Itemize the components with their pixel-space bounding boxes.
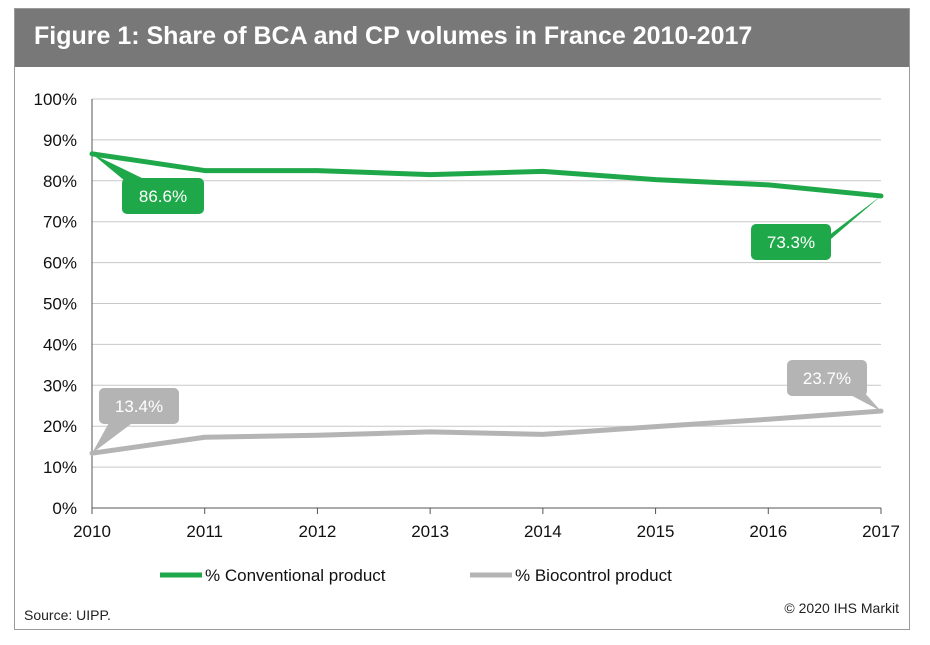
x-tick-label: 2017 [862, 522, 900, 541]
x-tick-label: 2012 [299, 522, 337, 541]
callout-box [787, 360, 867, 396]
figure-frame: Figure 1: Share of BCA and CP volumes in… [14, 8, 910, 630]
callout-label: 23.7% [803, 369, 851, 388]
chart-title: Figure 1: Share of BCA and CP volumes in… [34, 22, 753, 50]
x-tick-label: 2014 [524, 522, 562, 541]
y-tick-label: 80% [43, 172, 77, 191]
title-bar: Figure 1: Share of BCA and CP volumes in… [15, 9, 909, 67]
callout-pointer [843, 391, 881, 412]
y-tick-label: 40% [43, 335, 77, 354]
y-tick-label: 60% [43, 254, 77, 273]
x-tick-label: 2011 [186, 522, 223, 541]
y-tick-label: 0% [52, 499, 77, 518]
callout-label: 13.4% [115, 397, 163, 416]
x-tick-label: 2010 [73, 522, 111, 541]
callout-pointer [92, 421, 135, 454]
callout-box [99, 388, 179, 424]
series-line-0 [89, 151, 884, 199]
y-tick-label: 100% [34, 90, 77, 109]
y-tick-label: 10% [43, 458, 77, 477]
callout-pointer [92, 153, 148, 181]
y-tick-label: 50% [43, 295, 77, 314]
legend-label: % Conventional product [205, 566, 386, 585]
y-tick-label: 90% [43, 131, 77, 150]
x-tick-label: 2016 [749, 522, 787, 541]
callout-box [751, 224, 831, 260]
series-line-1 [89, 408, 884, 456]
y-tick-label: 20% [43, 417, 77, 436]
callout-label: 86.6% [139, 187, 187, 206]
x-tick-label: 2015 [637, 522, 675, 541]
y-tick-label: 70% [43, 213, 77, 232]
legend-label: % Biocontrol product [515, 566, 672, 585]
callout-label: 73.3% [767, 233, 815, 252]
callout-pointer [810, 195, 881, 257]
y-tick-label: 30% [43, 376, 77, 395]
line-chart: 0% 10% 20% 30% 40% 50% 60% 70% 80% 90% 100% 2010 201… [34, 90, 900, 585]
copyright-note: © 2020 IHS Markit [784, 600, 899, 616]
source-note: Source: UIPP. [24, 607, 111, 623]
x-tick-label: 2013 [411, 522, 449, 541]
callout-box [122, 178, 204, 214]
